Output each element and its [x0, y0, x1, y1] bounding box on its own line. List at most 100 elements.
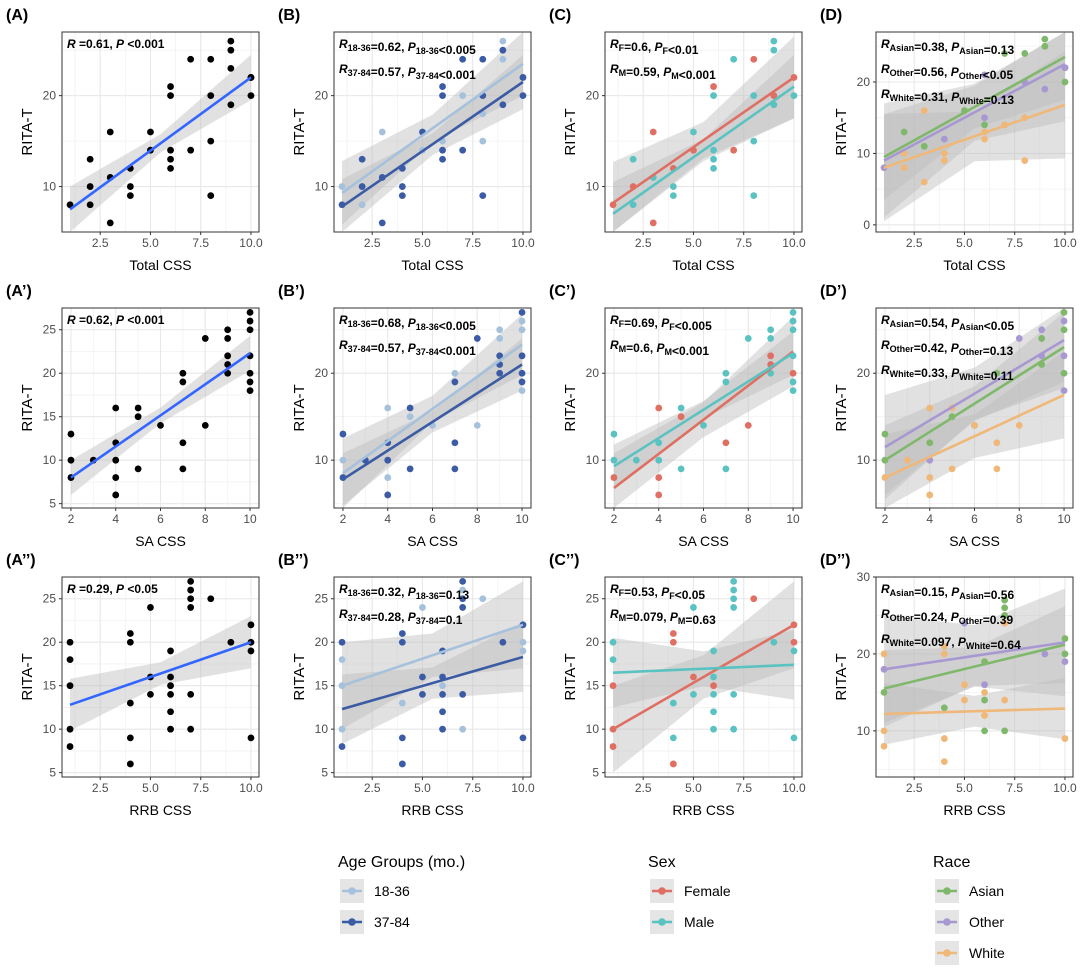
data-point [730, 577, 738, 585]
data-point [179, 439, 187, 447]
stat-annotation: RWhite=0.097, PWhite=0.64 [881, 632, 1021, 652]
annotation-text: R [881, 87, 890, 101]
data-point [358, 183, 366, 190]
legend-label: Male [684, 914, 715, 930]
annotation-text: P [661, 585, 670, 599]
data-point [187, 577, 195, 585]
data-point [338, 183, 346, 190]
data-point [473, 421, 481, 429]
data-point [187, 146, 195, 154]
data-point [479, 137, 487, 145]
legend-label: Female [684, 883, 731, 899]
data-point [398, 699, 406, 707]
data-point [880, 650, 888, 658]
data-point [459, 586, 467, 594]
data-point [900, 164, 908, 172]
annotation-text: =0.29, [76, 582, 116, 596]
x-axis-label: SA CSS [949, 533, 1000, 549]
data-point [961, 696, 968, 704]
panel-border [604, 576, 803, 778]
data-point [67, 430, 75, 438]
x-tick-label: 5.0 [414, 236, 431, 250]
data-point [690, 690, 697, 698]
annotation-text: P [655, 40, 664, 54]
data-point [439, 725, 446, 733]
data-point [1060, 326, 1068, 334]
y-tick-label: 10 [43, 180, 57, 194]
stat-annotation: ROther=0.42, POther=0.13 [881, 338, 1013, 358]
data-point [750, 92, 758, 100]
data-point [126, 734, 134, 742]
data-point [398, 192, 406, 200]
legend-title: Age Groups (mo.) [338, 854, 465, 871]
y-tick-label: 20 [586, 635, 600, 649]
data-point [1001, 619, 1009, 627]
data-point [710, 647, 717, 655]
y-axis-label: RITA-T [833, 384, 850, 431]
data-point [710, 690, 717, 698]
regression-line [884, 346, 1065, 462]
data-point [730, 586, 738, 594]
annotation-text: =0.13 [439, 588, 470, 602]
data-point [384, 474, 392, 481]
data-point [134, 465, 142, 473]
data-point [767, 326, 775, 334]
annotation-subscript: 37-84 [416, 347, 439, 357]
annotation-text: =0.69, [624, 316, 661, 330]
annotation-text: =0.31, [914, 90, 951, 104]
data-point [789, 387, 797, 395]
data-point [770, 638, 778, 646]
data-point [227, 101, 235, 109]
data-point [940, 758, 948, 766]
annotation-text: R [610, 37, 619, 51]
data-point [519, 638, 527, 646]
annotation-text: =0.6, [624, 40, 654, 54]
x-tick-label: 6 [971, 512, 978, 526]
data-point [246, 387, 254, 395]
data-point [722, 439, 730, 447]
annotation-text: =0.64 [990, 638, 1021, 652]
annotation-text: R [881, 632, 890, 646]
data-point [744, 335, 752, 342]
data-point [187, 55, 195, 63]
data-point [338, 725, 346, 733]
data-point [700, 421, 707, 429]
x-tick-label: 10 [786, 512, 800, 526]
x-tick-label: 6 [157, 512, 164, 526]
data-point [789, 378, 797, 386]
data-point [767, 352, 775, 360]
annotation-text: =0.68, [371, 316, 408, 330]
data-point [187, 725, 195, 733]
annotation-text: R [67, 37, 76, 51]
data-point [167, 682, 174, 690]
regression-line [883, 62, 1066, 162]
legend-point-icon [348, 918, 356, 926]
data-point [126, 699, 134, 707]
data-point [750, 192, 758, 200]
data-point [66, 656, 74, 664]
data-point [722, 465, 730, 473]
data-point [1001, 596, 1009, 604]
stat-annotation: RM=0.6, PM<0.001 [610, 338, 709, 358]
regression-line [341, 655, 524, 711]
data-point [1060, 369, 1068, 377]
annotation-text: R [339, 313, 348, 327]
data-point [473, 335, 481, 342]
annotation-text: R [339, 37, 348, 51]
regression-line [883, 103, 1066, 169]
stat-annotation: RF=0.53, PF<0.05 [610, 582, 705, 602]
data-point [981, 135, 988, 143]
data-point [227, 46, 235, 54]
annotation-text: <0.05 [675, 588, 706, 602]
data-point [439, 83, 446, 90]
annotation-text: =0.63 [685, 613, 716, 627]
annotation-subscript: F [619, 588, 625, 598]
data-point [1060, 387, 1068, 395]
data-point [338, 638, 346, 646]
data-point [496, 335, 504, 342]
x-tick-label: 2.5 [906, 236, 923, 250]
regression-line [612, 663, 795, 674]
data-point [167, 92, 174, 100]
